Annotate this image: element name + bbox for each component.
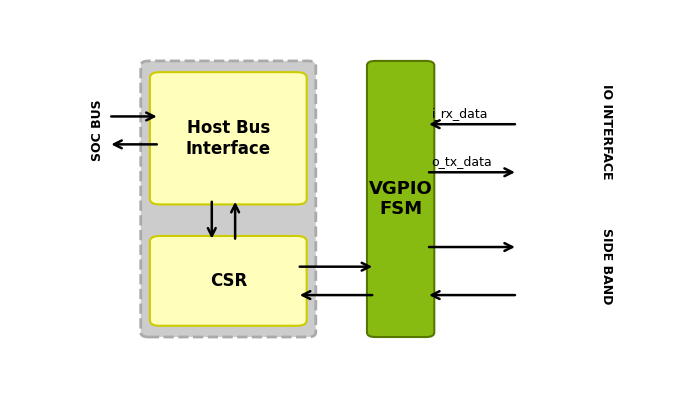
FancyBboxPatch shape: [367, 61, 434, 337]
Text: SIDE BAND: SIDE BAND: [600, 227, 613, 304]
FancyBboxPatch shape: [140, 61, 316, 337]
Text: CSR: CSR: [210, 272, 247, 290]
Text: i_rx_data: i_rx_data: [432, 107, 488, 120]
FancyBboxPatch shape: [150, 72, 306, 204]
Text: VGPIO
FSM: VGPIO FSM: [369, 180, 432, 218]
Text: SOC BUS: SOC BUS: [91, 100, 104, 161]
FancyBboxPatch shape: [150, 236, 306, 326]
Text: IO INTERFACE: IO INTERFACE: [600, 84, 613, 180]
Text: Host Bus
Interface: Host Bus Interface: [186, 119, 271, 158]
Text: o_tx_data: o_tx_data: [432, 155, 492, 168]
